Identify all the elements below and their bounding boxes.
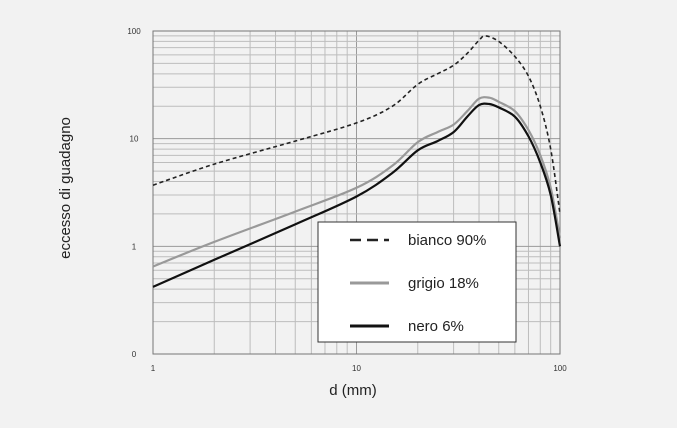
series-line-2 xyxy=(152,102,562,288)
x-axis-label: d (mm) xyxy=(329,382,377,399)
legend: bianco 90% grigio 18% nero 6% xyxy=(317,221,517,343)
legend-label-0: bianco 90% xyxy=(408,232,486,249)
y-tick-label: 10 xyxy=(130,135,139,144)
series-line-0 xyxy=(152,35,561,215)
series-line-1 xyxy=(152,96,562,268)
y-tick-label: 0 xyxy=(132,350,137,359)
legend-label-1: grigio 18% xyxy=(408,275,479,292)
x-tick-label: 10 xyxy=(352,364,361,373)
x-tick-label: 1 xyxy=(151,364,156,373)
y-tick-label: 1 xyxy=(132,242,137,251)
legend-label-2: nero 6% xyxy=(408,318,464,335)
y-tick-label: 100 xyxy=(127,27,141,36)
legend-items: bianco 90% grigio 18% nero 6% xyxy=(350,232,486,335)
series-group xyxy=(152,35,562,288)
x-tick-label: 100 xyxy=(553,364,567,373)
tick-labels: 1 10 100 0 1 10 100 xyxy=(127,27,567,373)
y-axis-label: eccesso di guadagno xyxy=(57,117,74,259)
plot-frame xyxy=(152,30,561,355)
